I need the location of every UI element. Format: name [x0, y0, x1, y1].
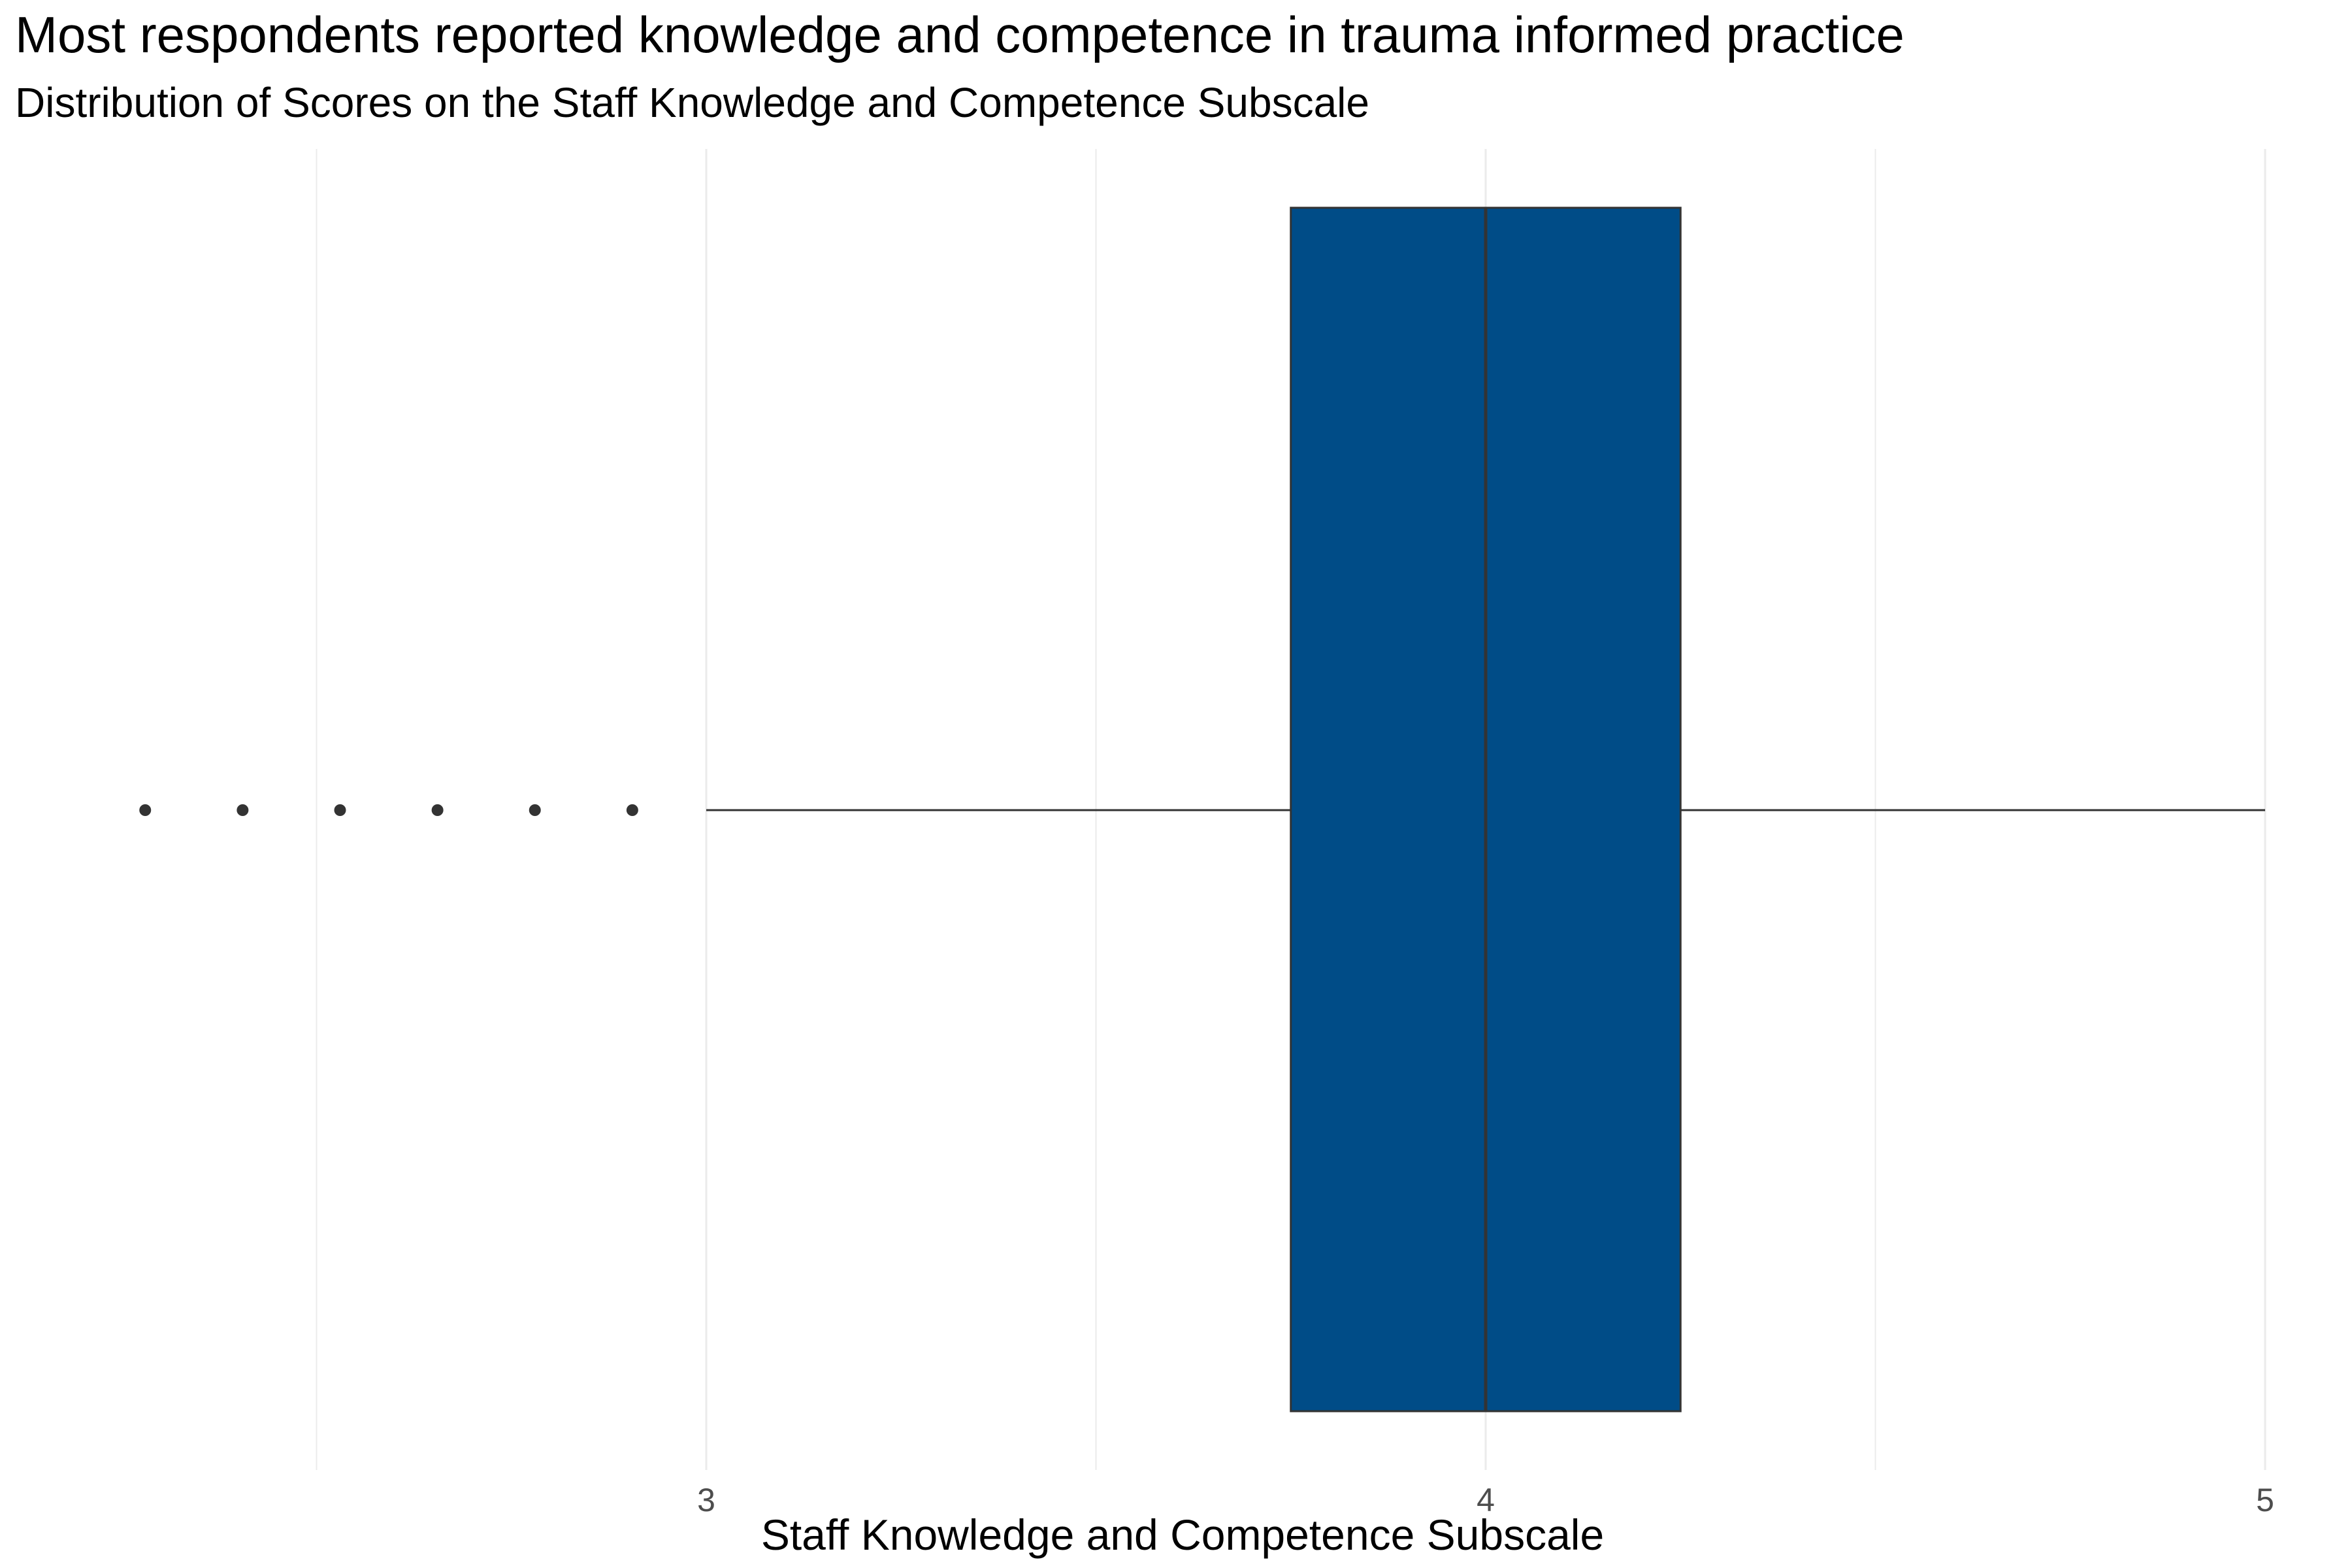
x-axis-title: Staff Knowledge and Competence Subscale — [761, 1511, 1604, 1559]
x-tick-label: 5 — [2256, 1482, 2274, 1518]
outlier-point — [626, 804, 638, 816]
x-axis-ticks: 3 4 5 — [697, 1482, 2274, 1518]
chart-title: Most respondents reported knowledge and … — [15, 6, 1904, 63]
outlier-point — [529, 804, 541, 816]
outlier-point — [237, 804, 249, 816]
outlier-point — [431, 804, 444, 816]
x-tick-label: 4 — [1477, 1482, 1495, 1518]
box-marks — [139, 206, 2265, 1413]
x-tick-label: 3 — [697, 1482, 715, 1518]
chart-subtitle: Distribution of Scores on the Staff Know… — [15, 79, 1369, 126]
outlier-point — [139, 804, 152, 816]
outlier-point — [334, 804, 346, 816]
